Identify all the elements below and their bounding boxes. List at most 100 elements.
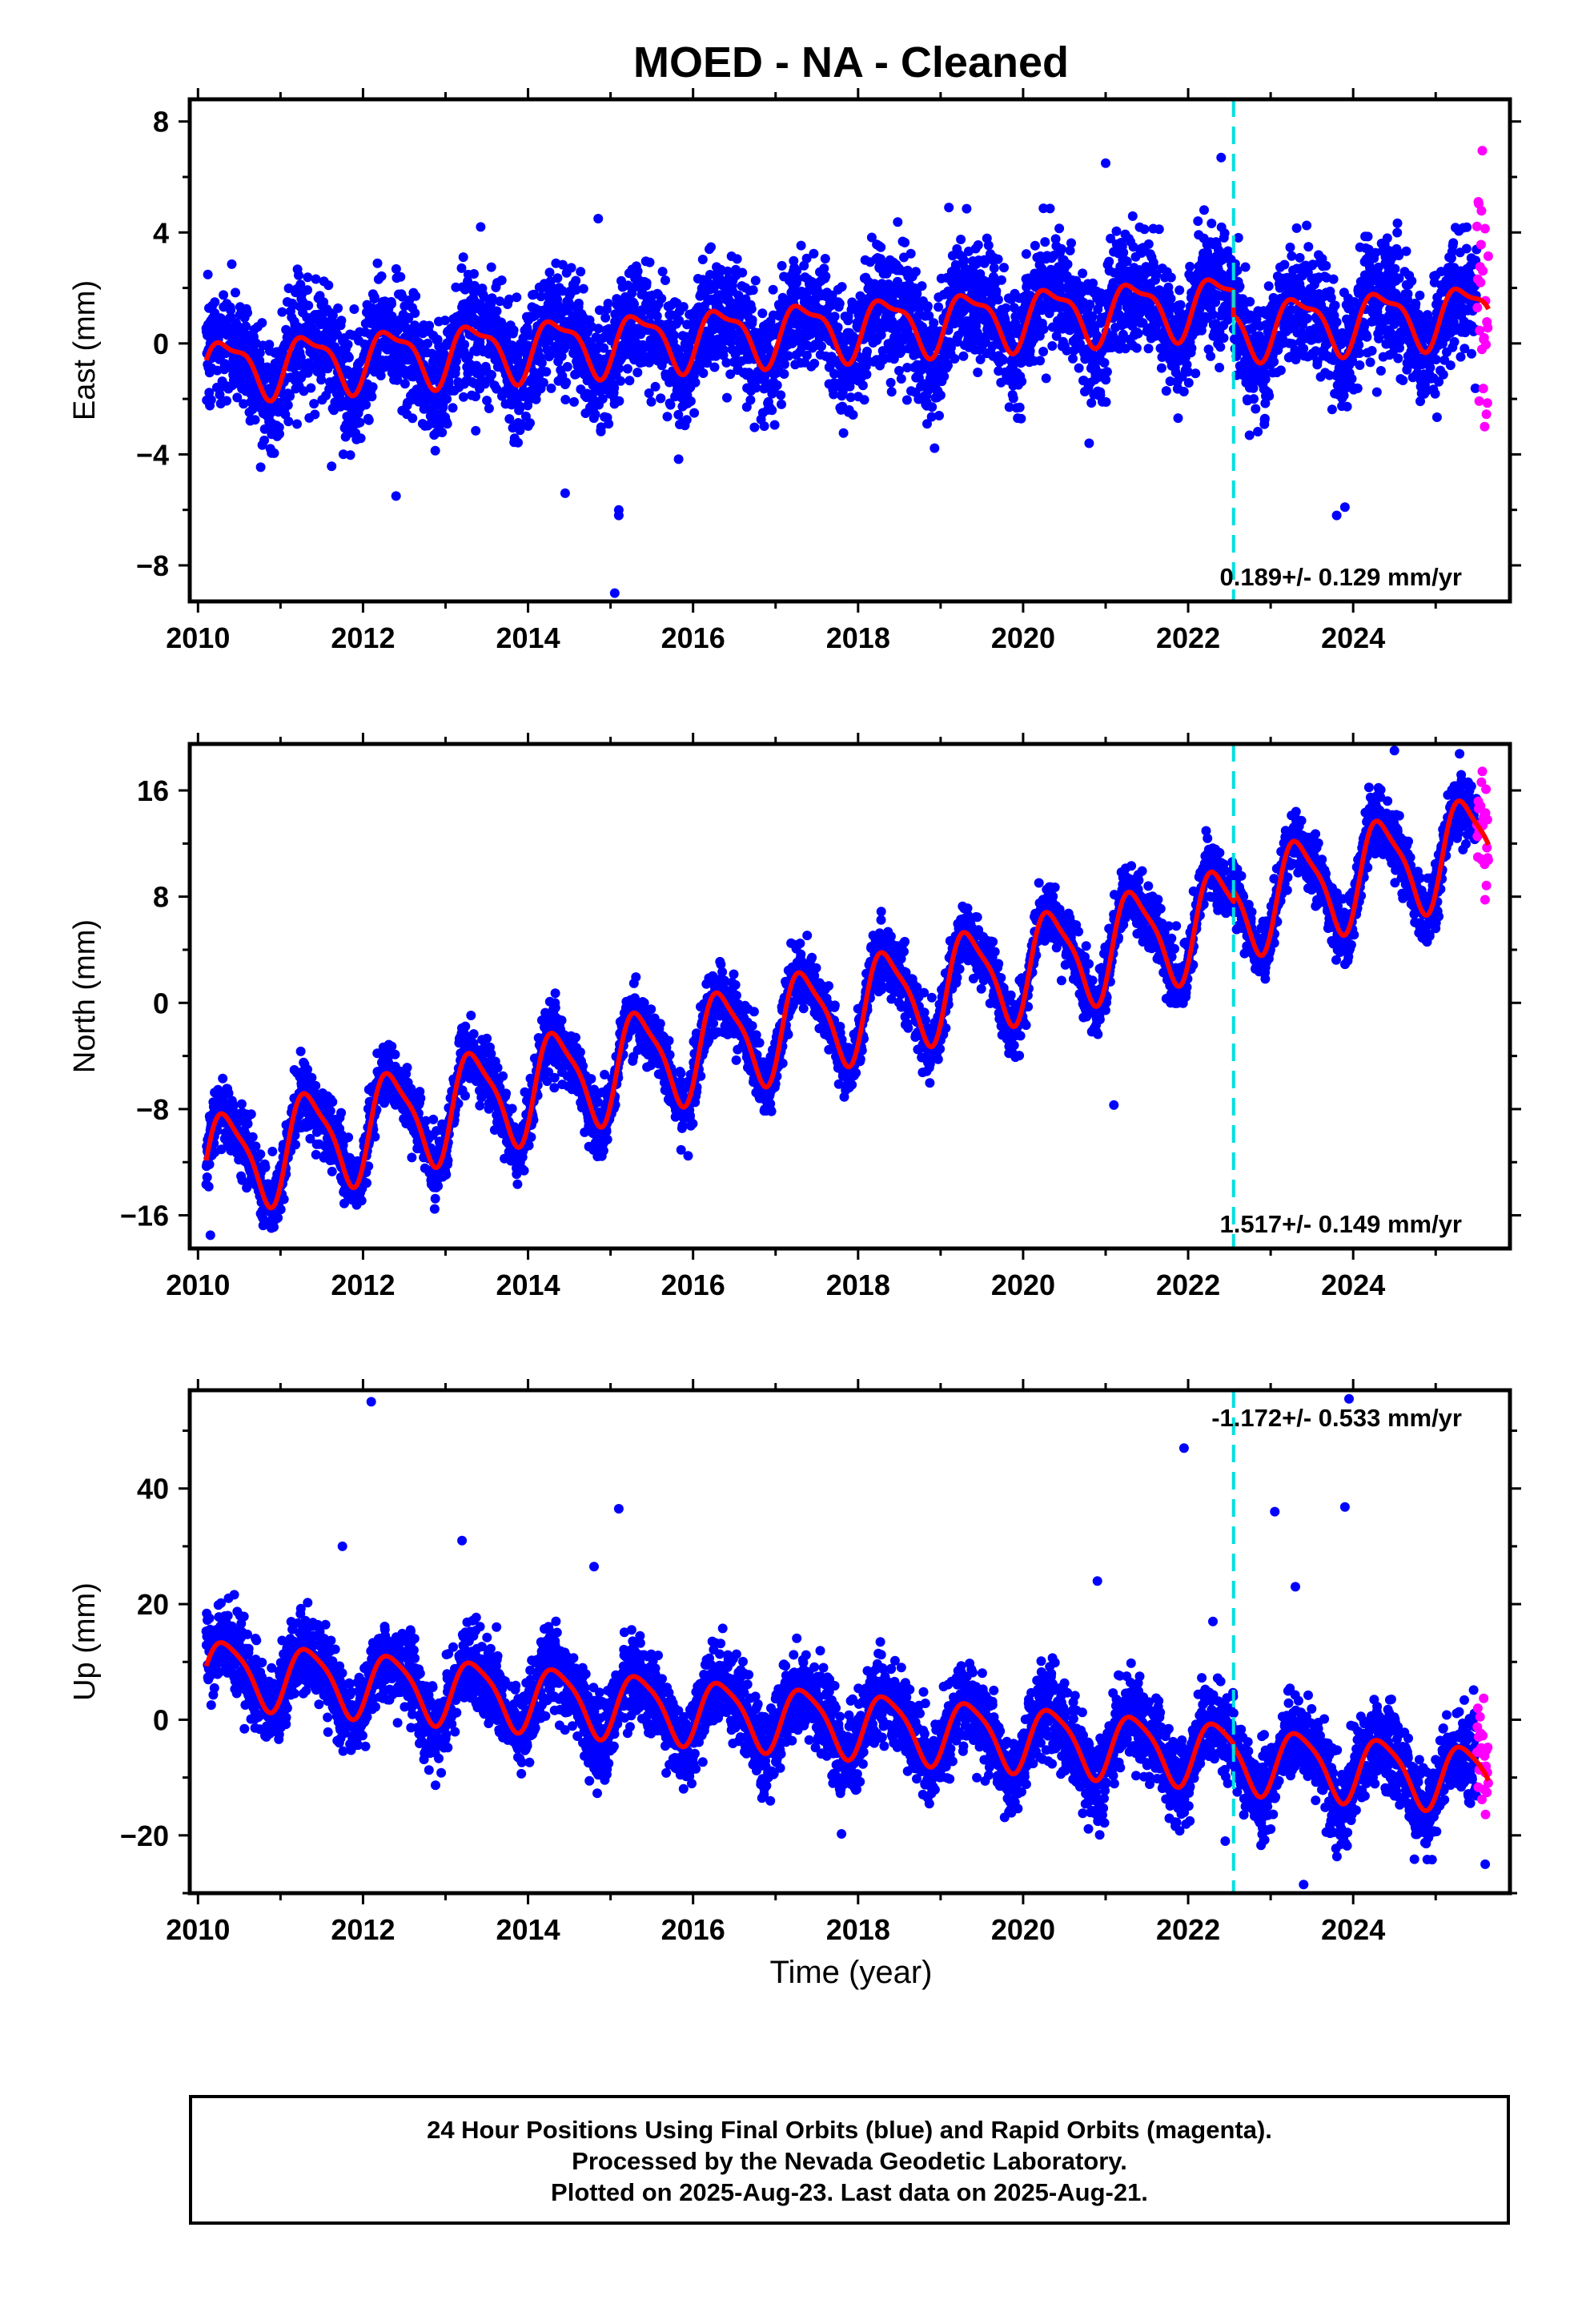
final-orbit-point xyxy=(1185,261,1195,271)
final-orbit-point xyxy=(999,263,1009,273)
final-orbit-point xyxy=(349,304,359,314)
final-orbit-point xyxy=(1099,358,1110,368)
final-orbit-point xyxy=(471,392,480,402)
final-orbit-point xyxy=(1259,413,1270,424)
final-orbit-point xyxy=(250,415,260,425)
final-orbit-point xyxy=(722,392,732,403)
final-orbit-point xyxy=(1174,285,1185,296)
final-orbit-point xyxy=(361,400,371,410)
final-orbit-point xyxy=(210,297,220,308)
final-orbit-point xyxy=(1295,252,1305,263)
final-orbit-point xyxy=(311,274,321,284)
final-orbit-point xyxy=(345,450,355,460)
final-orbit-point xyxy=(546,383,556,393)
final-orbit-point xyxy=(817,341,826,352)
final-orbit-point xyxy=(303,368,313,378)
final-orbit-point xyxy=(600,312,611,323)
final-orbit-point xyxy=(333,303,343,313)
final-orbit-point xyxy=(769,420,780,430)
final-orbit-point xyxy=(746,304,757,314)
final-orbit-point xyxy=(1251,404,1261,414)
final-orbit-point xyxy=(838,428,849,438)
final-orbit-point xyxy=(285,391,295,401)
final-orbit-point xyxy=(442,419,452,429)
final-orbit-point xyxy=(697,255,708,264)
final-orbit-point xyxy=(1215,363,1225,372)
final-orbit-point xyxy=(1131,343,1142,353)
final-orbit-point xyxy=(1342,401,1352,412)
final-orbit-point xyxy=(456,263,467,273)
final-orbit-point xyxy=(442,394,452,404)
final-orbit-point xyxy=(560,395,571,404)
final-orbit-point xyxy=(900,237,910,247)
final-orbit-point xyxy=(1411,299,1421,309)
final-orbit-point xyxy=(206,395,216,405)
final-orbit-point xyxy=(1249,394,1259,404)
final-orbit-point xyxy=(317,312,327,322)
final-orbit-point xyxy=(487,370,496,380)
final-orbit-point xyxy=(646,396,656,407)
final-orbit-point xyxy=(222,396,231,406)
final-orbit-point xyxy=(777,399,786,409)
final-orbit-point xyxy=(1111,226,1122,236)
final-orbit-point xyxy=(1403,289,1413,299)
final-orbit-point xyxy=(929,318,939,328)
final-orbit-point xyxy=(496,275,507,285)
final-orbit-point xyxy=(614,396,624,406)
final-orbit-point xyxy=(993,254,1003,264)
final-orbit-point xyxy=(400,379,410,389)
final-orbit-point xyxy=(632,266,643,276)
final-orbit-point xyxy=(622,364,632,374)
final-orbit-point xyxy=(796,240,806,251)
final-orbit-point xyxy=(1352,383,1363,393)
final-orbit-point xyxy=(1040,237,1050,247)
final-orbit-point xyxy=(934,411,944,420)
final-orbit-point xyxy=(973,368,983,377)
final-orbit-point xyxy=(1133,328,1143,339)
final-orbit-point xyxy=(1235,281,1245,292)
final-orbit-point xyxy=(1263,281,1274,292)
final-orbit-point xyxy=(363,415,374,425)
final-orbit-point xyxy=(1365,357,1375,368)
final-orbit-point xyxy=(641,278,652,288)
final-orbit-point xyxy=(469,269,479,279)
final-orbit-point xyxy=(939,372,950,381)
final-orbit-point xyxy=(1393,353,1403,364)
final-orbit-point xyxy=(1260,374,1271,384)
final-orbit-point xyxy=(1045,203,1055,214)
final-orbit-point xyxy=(504,414,515,424)
east-data-points xyxy=(201,146,1493,598)
final-orbit-point xyxy=(1302,313,1312,324)
final-orbit-point xyxy=(656,393,666,404)
final-orbit-point xyxy=(1302,220,1312,231)
final-orbit-point xyxy=(504,294,514,304)
final-orbit-point xyxy=(355,433,366,444)
final-orbit-point xyxy=(484,404,494,413)
final-orbit-point xyxy=(1102,367,1112,377)
final-orbit-point xyxy=(387,299,396,309)
final-orbit-point xyxy=(861,369,872,380)
final-orbit-point xyxy=(993,295,1003,305)
final-orbit-point xyxy=(1264,391,1275,401)
final-orbit-point xyxy=(604,419,614,429)
final-orbit-point xyxy=(1139,224,1150,235)
final-orbit-point xyxy=(1178,387,1189,396)
final-orbit-point xyxy=(1001,303,1011,313)
final-orbit-point xyxy=(837,282,847,292)
final-orbit-point xyxy=(566,263,576,273)
final-orbit-point xyxy=(476,222,486,232)
final-orbit-point xyxy=(508,325,519,336)
final-orbit-point xyxy=(1186,343,1197,353)
final-orbit-point xyxy=(259,435,270,445)
final-orbit-point xyxy=(1062,259,1073,269)
final-orbit-point xyxy=(1327,404,1337,415)
final-orbit-point xyxy=(257,318,267,328)
final-orbit-point xyxy=(571,275,581,286)
final-orbit-point xyxy=(1206,351,1216,361)
final-orbit-point xyxy=(1035,356,1046,366)
final-orbit-point xyxy=(215,389,225,400)
final-orbit-point xyxy=(437,428,448,437)
final-orbit-point xyxy=(644,257,655,267)
final-orbit-point xyxy=(973,240,983,250)
final-orbit-point xyxy=(1407,275,1417,286)
